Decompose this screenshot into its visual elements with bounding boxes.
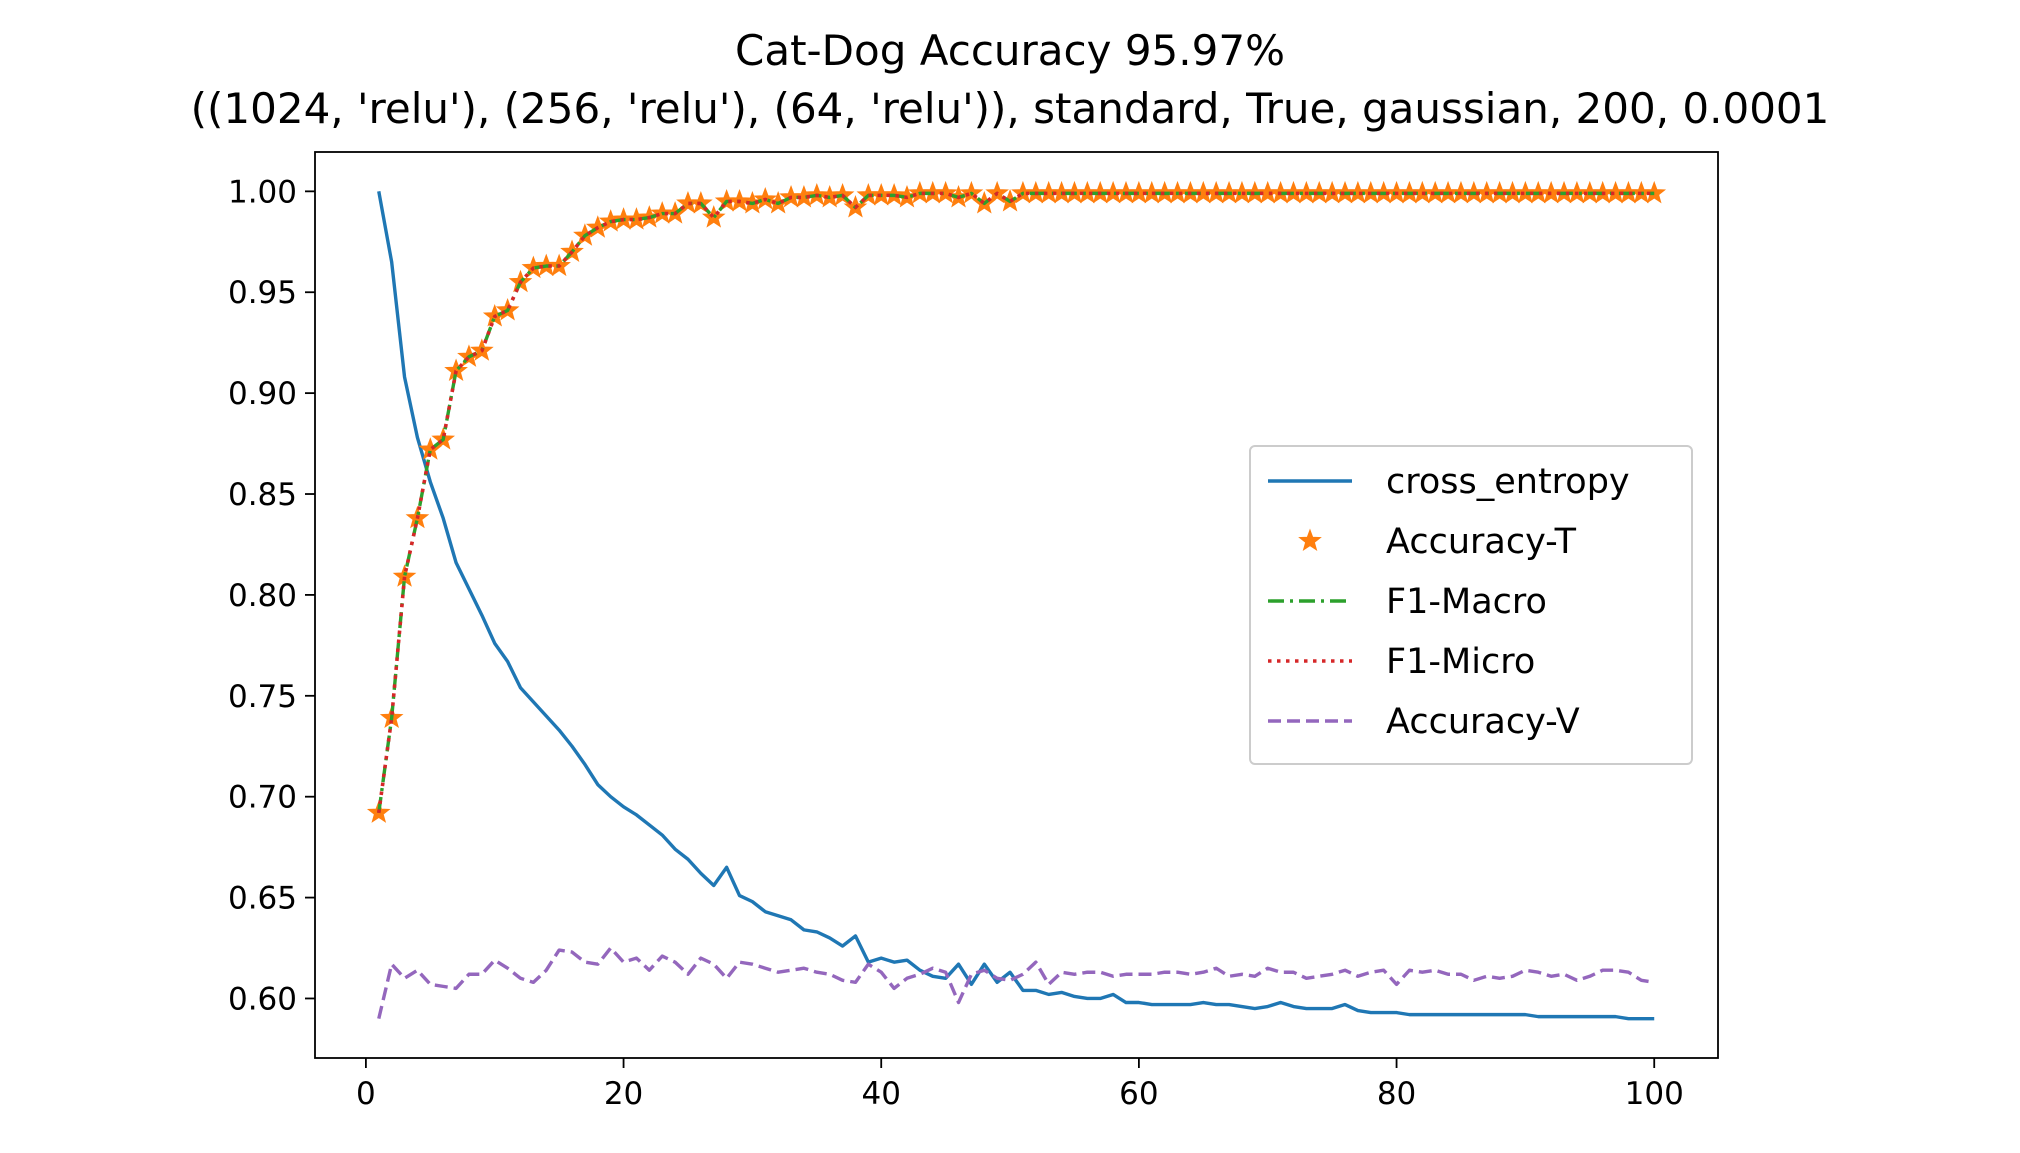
legend-label-f1-macro: F1-Macro (1386, 582, 1547, 622)
y-tick-label: 0.60 (228, 981, 297, 1017)
x-tick-label: 20 (604, 1076, 643, 1112)
x-tick-label: 0 (356, 1076, 376, 1112)
legend-label-accuracy-t: Accuracy-T (1386, 522, 1577, 562)
legend-label-accuracy-v: Accuracy-V (1386, 702, 1580, 742)
y-tick-label: 0.75 (228, 679, 297, 715)
axes-frame (314, 151, 1719, 1059)
legend: cross_entropy Accuracy-T F1-Macro F1-Micro A… (1249, 445, 1693, 765)
chart-title: Cat-Dog Accuracy 95.97% (735, 26, 1285, 75)
x-tick-label: 100 (1625, 1076, 1684, 1112)
x-tick-label: 60 (1119, 1076, 1158, 1112)
legend-label-f1-micro: F1-Micro (1386, 642, 1535, 682)
plot-area (366, 180, 1667, 1021)
y-tick-label: 0.70 (228, 780, 297, 816)
y-tick-label: 0.65 (228, 881, 297, 917)
axes: 0 20 40 60 80 100 0.60 0.65 0.70 0.75 0.80 0.85 0.90… (228, 151, 1719, 1112)
y-tick-label: 1.00 (228, 174, 297, 210)
legend-entry-accuracy-v: Accuracy-V (1268, 702, 1580, 742)
series-cross-entropy-line (377, 191, 1655, 1021)
y-tick-label: 0.80 (228, 578, 297, 614)
legend-box (1249, 445, 1693, 765)
y-tick-label: 0.90 (228, 376, 297, 412)
legend-entry-accuracy-t: Accuracy-T (1298, 522, 1577, 562)
y-tick-label: 0.85 (228, 477, 297, 513)
chart-subtitle: ((1024, 'relu'), (256, 'relu'), (64, 're… (191, 84, 1830, 133)
y-tick-label: 0.95 (228, 275, 297, 311)
x-tick-label: 40 (861, 1076, 900, 1112)
series-accuracy-v-line (377, 946, 1655, 1020)
x-tick-label: 80 (1377, 1076, 1416, 1112)
series-f1-micro-line (376, 191, 1655, 814)
legend-entry-cross-entropy: cross_entropy (1268, 462, 1630, 502)
legend-entry-f1-micro: F1-Micro (1268, 642, 1535, 682)
series-group (366, 180, 1667, 1021)
legend-marker-accuracy-t (1298, 528, 1322, 552)
series-accuracy-t-point-45 (933, 180, 958, 204)
legend-entry-f1-macro: F1-Macro (1268, 582, 1547, 622)
legend-label-cross-entropy: cross_entropy (1386, 462, 1630, 502)
